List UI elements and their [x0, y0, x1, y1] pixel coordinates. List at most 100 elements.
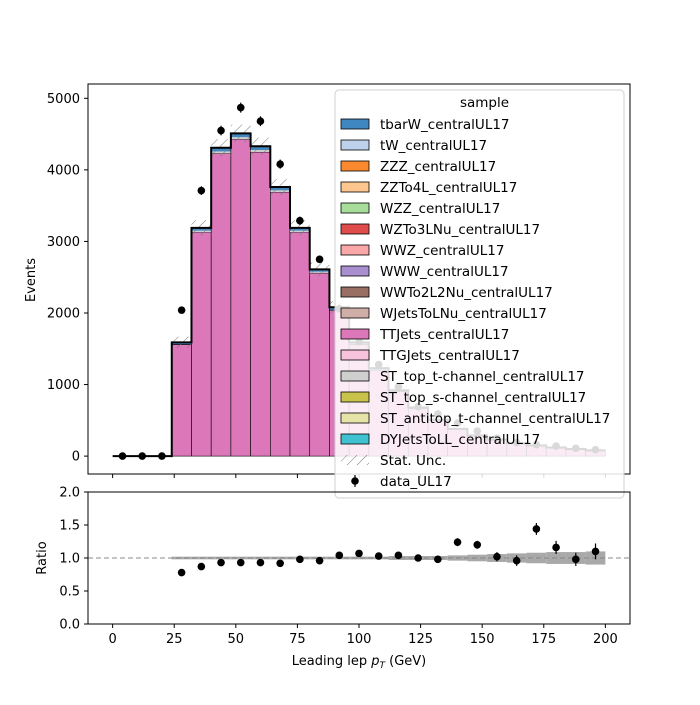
main-y-axis-label: Events — [24, 258, 39, 302]
ratio-point — [454, 538, 462, 546]
legend-label: WWZ_centralUL17 — [380, 243, 504, 259]
ratio-x-tick-label: 0 — [108, 632, 116, 647]
legend-label: TTGJets_centralUL17 — [379, 348, 520, 364]
legend-swatch — [341, 287, 369, 297]
ratio-point — [257, 559, 265, 567]
ratio-x-tick-label: 25 — [166, 632, 183, 647]
main-y-tick-label: 1000 — [47, 378, 80, 393]
data-point — [257, 117, 265, 125]
data-point — [178, 306, 186, 314]
ratio-point — [375, 552, 383, 560]
data-point — [119, 452, 127, 460]
legend-swatch — [341, 371, 369, 381]
ratio-y-tick-label: 0.0 — [59, 618, 80, 633]
ratio-y-tick-label: 1.0 — [59, 552, 80, 567]
legend-label: data_UL17 — [380, 474, 452, 490]
legend-swatch — [341, 413, 369, 423]
ratio-y-axis-label: Ratio — [35, 541, 50, 574]
main-y-tick-label: 3000 — [47, 235, 80, 250]
ratio-point — [395, 552, 403, 560]
legend-label: ST_top_s-channel_centralUL17 — [380, 390, 586, 406]
x-axis-label: Leading lep pT (GeV) — [292, 654, 426, 671]
ratio-x-tick-label: 50 — [228, 632, 245, 647]
legend-label: WWW_centralUL17 — [380, 264, 509, 280]
bar-ttjets — [191, 232, 211, 456]
legend-label: ST_top_t-channel_centralUL17 — [380, 369, 585, 385]
legend-label: WJetsToLNu_centralUL17 — [380, 306, 547, 322]
ratio-point — [552, 544, 560, 552]
legend-label: TTJets_centralUL17 — [379, 327, 509, 343]
legend-title: sample — [460, 95, 509, 111]
ratio-y-tick-label: 2.0 — [59, 486, 80, 501]
legend-label: WWTo2L2Nu_centralUL17 — [380, 285, 553, 301]
main-y-tick-label: 4000 — [47, 163, 80, 178]
ratio-point — [276, 559, 284, 567]
ratio-point — [217, 559, 225, 567]
data-point — [296, 217, 304, 225]
legend-swatch — [341, 140, 369, 150]
legend-label: WZZ_centralUL17 — [380, 201, 500, 217]
ratio-x-tick-label: 125 — [408, 632, 433, 647]
legend-swatch — [341, 308, 369, 318]
legend-swatch — [341, 224, 369, 234]
main-y-tick-label: 5000 — [47, 92, 80, 107]
bar-ttjets — [172, 344, 192, 456]
ratio-y-tick-label: 1.5 — [59, 519, 80, 534]
main-y-tick-label: 0 — [72, 450, 80, 465]
ratio-x-tick-label: 175 — [531, 632, 556, 647]
ratio-y-tick-label: 0.5 — [59, 585, 80, 600]
ratio-point — [414, 554, 422, 562]
data-point — [217, 127, 225, 135]
legend-swatch — [341, 350, 369, 360]
ratio-point — [592, 548, 600, 556]
legend-swatch — [341, 203, 369, 213]
legend-swatch — [341, 329, 369, 339]
legend-label: tW_centralUL17 — [380, 138, 487, 154]
bar-ttjets — [290, 232, 310, 456]
ratio-point — [434, 556, 442, 564]
ratio-point — [237, 559, 245, 567]
bar-ttjets — [211, 153, 231, 456]
ratio-point — [296, 556, 304, 564]
legend-unc-swatch — [341, 455, 369, 465]
data-point — [198, 187, 206, 195]
data-point — [237, 104, 245, 112]
ratio-point — [473, 541, 481, 549]
ratio-x-tick-label: 100 — [347, 632, 372, 647]
legend-label: DYJetsToLL_centralUL17 — [380, 432, 540, 448]
legend-swatch — [341, 434, 369, 444]
legend-label: ZZZ_centralUL17 — [380, 159, 496, 175]
ratio-x-tick-label: 200 — [593, 632, 618, 647]
legend-label: tbarW_centralUL17 — [380, 117, 510, 133]
bar-ttjets — [270, 192, 290, 456]
main-y-tick-label: 2000 — [47, 306, 80, 321]
bar-ttjets — [310, 273, 330, 456]
ratio-x-tick-label: 150 — [470, 632, 495, 647]
ratio-x-tick-label: 75 — [289, 632, 306, 647]
ratio-point — [572, 556, 580, 564]
ratio-point — [513, 557, 521, 565]
legend-swatch — [341, 182, 369, 192]
legend: sample tbarW_centralUL17 tW_centralUL17 ZZZ… — [335, 90, 624, 498]
data-point — [276, 160, 284, 168]
legend-swatch — [341, 245, 369, 255]
legend-label: ST_antitop_t-channel_centralUL17 — [380, 411, 610, 427]
legend-swatch — [341, 392, 369, 402]
legend-swatch — [341, 266, 369, 276]
bar-ttjets — [251, 152, 271, 456]
legend-label: WZTo3LNu_centralUL17 — [380, 222, 540, 238]
legend-data-marker — [351, 477, 359, 485]
ratio-point — [355, 550, 363, 558]
ratio-point — [493, 553, 501, 561]
data-point — [158, 452, 166, 460]
legend-swatch — [341, 161, 369, 171]
ratio-point — [335, 552, 343, 560]
data-point — [138, 452, 146, 460]
legend-swatch — [341, 119, 369, 129]
ratio-point — [178, 569, 186, 577]
ratio-point — [316, 557, 324, 565]
ratio-point — [533, 525, 541, 533]
bar-ttjets — [231, 139, 251, 456]
data-point — [316, 256, 324, 264]
